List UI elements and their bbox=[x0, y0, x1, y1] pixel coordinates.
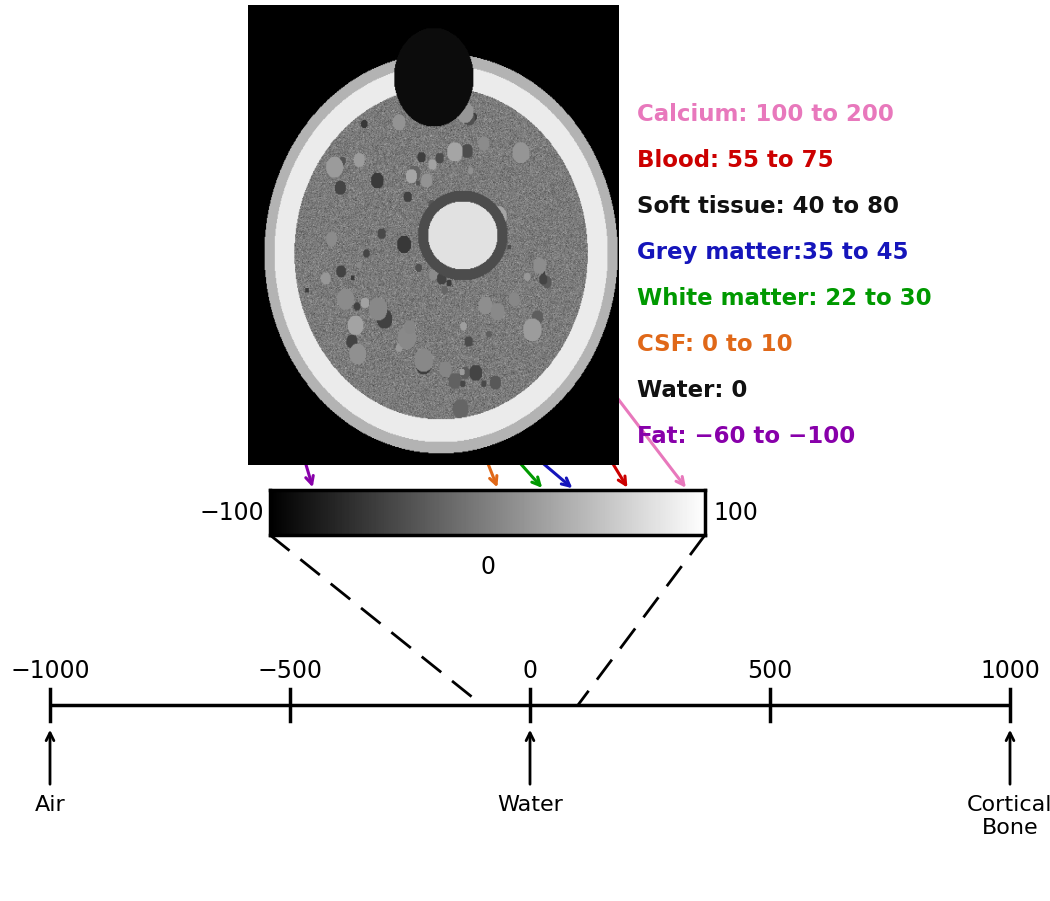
Text: 500: 500 bbox=[748, 659, 793, 683]
Text: Calcium: 100 to 200: Calcium: 100 to 200 bbox=[637, 103, 894, 126]
Text: 0: 0 bbox=[480, 555, 495, 579]
Text: −100: −100 bbox=[200, 500, 264, 524]
Text: CSF: 0 to 10: CSF: 0 to 10 bbox=[637, 333, 793, 356]
Text: Soft tissue: 40 to 80: Soft tissue: 40 to 80 bbox=[637, 195, 899, 218]
Text: Grey matter:35 to 45: Grey matter:35 to 45 bbox=[637, 241, 908, 264]
Text: Water: Water bbox=[497, 795, 563, 815]
Text: Fat: −60 to −100: Fat: −60 to −100 bbox=[637, 425, 856, 448]
Text: 100: 100 bbox=[713, 500, 758, 524]
Text: Water: 0: Water: 0 bbox=[637, 379, 748, 402]
Text: Blood: 55 to 75: Blood: 55 to 75 bbox=[637, 149, 834, 172]
Text: Cortical
Bone: Cortical Bone bbox=[967, 795, 1050, 838]
Text: Air: Air bbox=[35, 795, 65, 815]
Text: White matter: 22 to 30: White matter: 22 to 30 bbox=[637, 287, 931, 310]
Text: 0: 0 bbox=[523, 659, 538, 683]
Text: −1000: −1000 bbox=[10, 659, 90, 683]
Text: −500: −500 bbox=[257, 659, 322, 683]
Text: 1000: 1000 bbox=[980, 659, 1040, 683]
